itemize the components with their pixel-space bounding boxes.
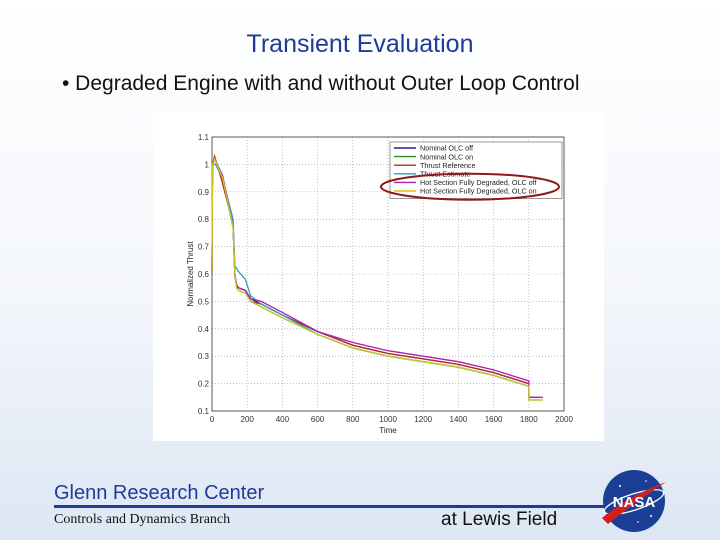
nasa-logo-icon: NASA	[602, 470, 666, 532]
slide-title: Transient Evaluation	[246, 30, 474, 58]
y-tick-label: 0.9	[198, 188, 210, 197]
y-tick-label: 1.1	[198, 133, 210, 142]
x-tick-label: 800	[346, 415, 360, 424]
legend-label: Nominal OLC off	[420, 144, 473, 153]
y-tick-label: 0.3	[198, 352, 210, 361]
legend-label: Hot Section Fully Degraded, OLC on	[420, 187, 537, 196]
x-tick-label: 1400	[450, 415, 468, 424]
x-tick-label: 600	[311, 415, 325, 424]
x-tick-label: 1600	[485, 415, 503, 424]
x-tick-label: 400	[276, 415, 290, 424]
footer-location: at Lewis Field	[441, 509, 558, 530]
x-tick-label: 0	[210, 415, 215, 424]
x-axis-label: Time	[379, 426, 397, 435]
thrust-chart: 0 200 400 600 800 1000 1200 1400 1600 1800 2000 0.1…	[153, 111, 604, 441]
y-tick-label: 0.1	[198, 407, 210, 416]
y-axis-label: Normalized Thrust	[186, 241, 195, 307]
legend-label: Nominal OLC on	[420, 152, 473, 161]
legend-box	[389, 141, 563, 199]
y-tick-label: 0.5	[198, 297, 210, 306]
y-tick-label: 0.6	[198, 270, 210, 279]
y-tick-label: 0.8	[198, 215, 210, 224]
chart-svg: 0 200 400 600 800 1000 1200 1400 1600 1800 2000 0.1…	[186, 133, 573, 435]
y-tick-label: 0.2	[198, 380, 210, 389]
footer-center-name: Glenn Research Center	[54, 482, 265, 504]
highlight-ellipse	[380, 172, 560, 201]
x-tick-label: 1000	[379, 415, 397, 424]
x-tick-label: 1800	[520, 415, 538, 424]
x-tick-label: 1200	[414, 415, 432, 424]
y-tick-label: 0.7	[198, 243, 210, 252]
y-tick-label: 1	[205, 160, 210, 169]
x-tick-label: 2000	[555, 415, 573, 424]
footer-branch: Controls and Dynamics Branch	[54, 512, 231, 527]
legend-label: Thrust Reference	[420, 161, 476, 170]
legend-label: Hot Section Fully Degraded, OLC off	[420, 178, 537, 187]
x-tick-label: 200	[241, 415, 255, 424]
footer-divider	[54, 505, 614, 508]
slide-bullet: • Degraded Engine with and without Outer…	[62, 72, 580, 95]
y-tick-label: 0.4	[198, 325, 210, 334]
nasa-logo-text: NASA	[613, 494, 656, 511]
series-line-6	[211, 157, 543, 401]
